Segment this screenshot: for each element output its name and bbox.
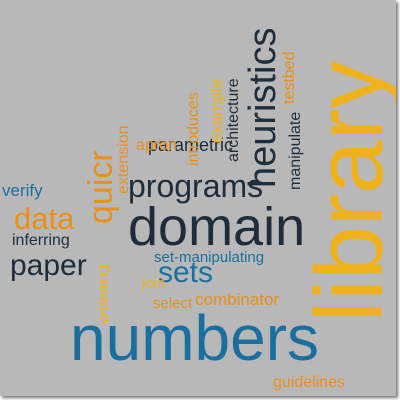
- word-join: join: [142, 275, 166, 292]
- word-data: data: [14, 201, 75, 236]
- word-extension: extension: [115, 125, 132, 195]
- word-widening: widening: [95, 264, 112, 324]
- word-domain: domain: [128, 197, 306, 257]
- word-combinator: combinator: [195, 290, 280, 309]
- word-parametric: parametric: [148, 135, 234, 155]
- word-architecture: architecture: [225, 78, 242, 162]
- word-testbed: testbed: [281, 51, 298, 104]
- word-library: library: [296, 60, 396, 322]
- word-set-manipulating: set-manipulating: [154, 249, 265, 266]
- word-example: example: [207, 78, 226, 143]
- word-inferring: inferring: [12, 232, 70, 249]
- word-quicr: quicr: [82, 150, 120, 224]
- word-verify: verify: [2, 181, 43, 200]
- word-guidelines: guidelines: [273, 374, 346, 391]
- word-paper: paper: [10, 249, 87, 282]
- word-programs: programs: [128, 168, 264, 204]
- word-apron: apron: [136, 137, 177, 154]
- word-sets: sets: [158, 256, 214, 289]
- word-manipulate: manipulate: [287, 111, 304, 190]
- word-heuristics: heuristics: [242, 27, 284, 189]
- word-select: select: [153, 295, 193, 312]
- word-introduces: introduces: [185, 92, 202, 166]
- word-numbers: numbers: [70, 302, 319, 374]
